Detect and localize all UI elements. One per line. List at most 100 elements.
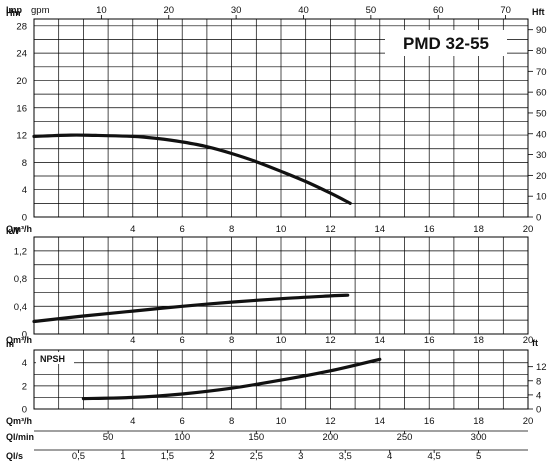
top-axis-tick-label: 20 [163, 5, 174, 16]
x-tick-label: 16 [424, 335, 435, 346]
y-tick-label-left: 1,2 [14, 246, 27, 257]
top-axis-tick-label: 10 [96, 5, 107, 16]
bottom-axis-tick-label: 3,5 [339, 451, 352, 462]
y-tick-label-right: 10 [536, 192, 547, 203]
npsh-series-label: NPSH [40, 354, 65, 364]
y-tick-label-right: 0 [536, 405, 541, 416]
x-tick-label: 10 [276, 335, 287, 346]
y-tick-label-left: 4 [22, 358, 27, 369]
y-tick-label-right: 4 [536, 390, 541, 401]
x-tick-label: 16 [424, 416, 435, 427]
x-tick-label: 4 [130, 335, 135, 346]
bottom-axis-tick-label: 100 [174, 432, 190, 443]
y-tick-label-right: 20 [536, 171, 547, 182]
bottom-axis-tick-label: 300 [471, 432, 487, 443]
x-axis-label: Qm³/h [6, 335, 32, 345]
y-tick-label-left: 0,8 [14, 274, 27, 285]
head-curve [32, 133, 352, 205]
x-tick-label: 18 [473, 335, 484, 346]
top-axis-unit-label: Imp [6, 5, 23, 15]
x-axis-label: Qm³/h [6, 224, 32, 234]
bottom-axis-tick-label: 0,5 [72, 451, 85, 462]
bottom-axis-tick-label: 4,5 [428, 451, 441, 462]
npsh-label-box [36, 352, 74, 364]
x-tick-label: 6 [180, 416, 185, 427]
y-tick-label-left: 4 [22, 185, 27, 196]
bottom-axis-tick-label: 250 [397, 432, 413, 443]
y-tick-label-right: 40 [536, 129, 547, 140]
x-tick-label: 10 [276, 224, 287, 235]
plot-frame [33, 349, 529, 410]
x-tick-label: 6 [180, 224, 185, 235]
x-tick-label: 14 [375, 335, 386, 346]
y-tick-label-left: 20 [16, 76, 27, 87]
x-tick-label: 14 [375, 416, 386, 427]
bottom-axis-tick-label: 4 [387, 451, 392, 462]
top-axis-tick-label: 60 [433, 5, 444, 16]
x-tick-label: 10 [276, 416, 287, 427]
power-panel: 0 0,4 0,8 1,2 kW 4 6 8 10 12 14 16 18 20 Qm³/h [6, 226, 533, 346]
top-axis-tick-label: 40 [298, 5, 309, 16]
npsh-curve [81, 357, 382, 401]
y-axis-label-left: kW [6, 226, 20, 236]
power-curve [32, 293, 350, 324]
y-tick-label-left: 24 [16, 49, 27, 60]
y-tick-label-left: 2 [22, 381, 27, 392]
plot-frame [33, 18, 529, 218]
y-tick-label-left: 0 [22, 330, 27, 341]
y-tick-label-right: 8 [536, 376, 541, 387]
bottom-axis-tick-label: 150 [248, 432, 264, 443]
x-tick-label: 12 [325, 416, 336, 427]
top-axis-tick-label: 30 [231, 5, 242, 16]
x-tick-label: 16 [424, 224, 435, 235]
plot-frame [33, 236, 529, 335]
y-tick-label-right: 60 [536, 88, 547, 99]
y-tick-label-left: 12 [16, 131, 27, 142]
x-tick-label: 8 [229, 416, 234, 427]
x-tick-label: 12 [325, 335, 336, 346]
y-tick-label-right: 90 [536, 25, 547, 36]
x-axis-label: Qm³/h [6, 416, 32, 426]
y-tick-label-left: 8 [22, 158, 27, 169]
y-axis-label-right: Hft [532, 7, 545, 17]
x-tick-label: 20 [523, 416, 534, 427]
bottom-axis-tick-label: 200 [322, 432, 338, 443]
y-axis-label-left: m [6, 339, 14, 349]
bottom-axis-tick-label: 1,5 [161, 451, 174, 462]
x-tick-label: 20 [523, 335, 534, 346]
bottom-axis-tick-label: 3 [298, 451, 303, 462]
y-tick-label-right: 50 [536, 108, 547, 119]
head-panel: 0 4 8 12 16 20 24 28 0 10 20 30 40 50 60 70 80 90 Hft Hm 4 6 8… [6, 5, 547, 235]
x-tick-label: 6 [180, 335, 185, 346]
top-axis-tick-label: 70 [500, 5, 511, 16]
bottom-axis-tick-label: 2,5 [250, 451, 263, 462]
model-label: PMD 32-55 [403, 34, 489, 53]
bottom-axis-label: Ql/s [6, 451, 23, 461]
x-tick-label: 12 [325, 224, 336, 235]
x-tick-label: 8 [229, 224, 234, 235]
x-tick-label: 4 [130, 416, 135, 427]
y-axis-label-right: ft [532, 338, 538, 348]
top-axis-unit-label-gpm: gpm [31, 5, 50, 16]
bottom-axis-tick-label: 2 [209, 451, 214, 462]
x-tick-label: 18 [473, 224, 484, 235]
x-tick-label: 20 [523, 224, 534, 235]
y-axis-label-left: Hm [6, 8, 21, 18]
y-tick-label-left: 28 [16, 21, 27, 32]
x-tick-label: 8 [229, 335, 234, 346]
x-tick-label: 4 [130, 224, 135, 235]
y-tick-label-right: 80 [536, 46, 547, 57]
x-tick-label: 14 [375, 224, 386, 235]
bottom-axis-tick-label: 1 [120, 451, 125, 462]
y-tick-label-left: 0 [22, 405, 27, 416]
y-tick-label-left: 0 [22, 213, 27, 224]
flow-unit-axes: Ql/min 50 100 150 200 250 300 Ql/s 0,5 1 1,5 2 2,5 3 3… [6, 430, 528, 462]
y-tick-label-left: 0,4 [14, 302, 27, 313]
y-tick-label-right: 70 [536, 67, 547, 78]
y-tick-label-right: 0 [536, 213, 541, 224]
y-tick-label-left: 16 [16, 103, 27, 114]
x-tick-label: 18 [473, 416, 484, 427]
bottom-axis-label: Ql/min [6, 432, 34, 442]
